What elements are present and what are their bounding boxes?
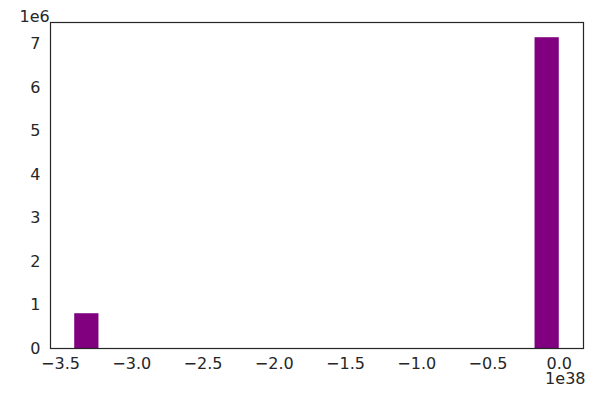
svg-text:0.0: 0.0 (546, 353, 572, 373)
svg-text:6: 6 (30, 78, 40, 97)
svg-text:−2.0: −2.0 (255, 354, 294, 373)
svg-text:−3.0: −3.0 (112, 354, 151, 373)
svg-text:−2.5: −2.5 (184, 354, 223, 373)
svg-text:1e38: 1e38 (545, 369, 585, 388)
svg-text:3: 3 (30, 208, 40, 227)
svg-text:4: 4 (30, 165, 40, 184)
svg-text:−1.0: −1.0 (397, 354, 436, 373)
svg-text:−1.5: −1.5 (326, 354, 365, 373)
svg-text:2: 2 (30, 252, 40, 271)
svg-text:0: 0 (30, 339, 40, 358)
svg-text:−3.5: −3.5 (41, 354, 80, 373)
svg-text:−0.5: −0.5 (469, 354, 508, 373)
svg-text:5: 5 (30, 121, 40, 140)
svg-text:7: 7 (30, 34, 40, 53)
svg-text:1: 1 (30, 295, 40, 314)
svg-text:1e6: 1e6 (20, 7, 50, 26)
